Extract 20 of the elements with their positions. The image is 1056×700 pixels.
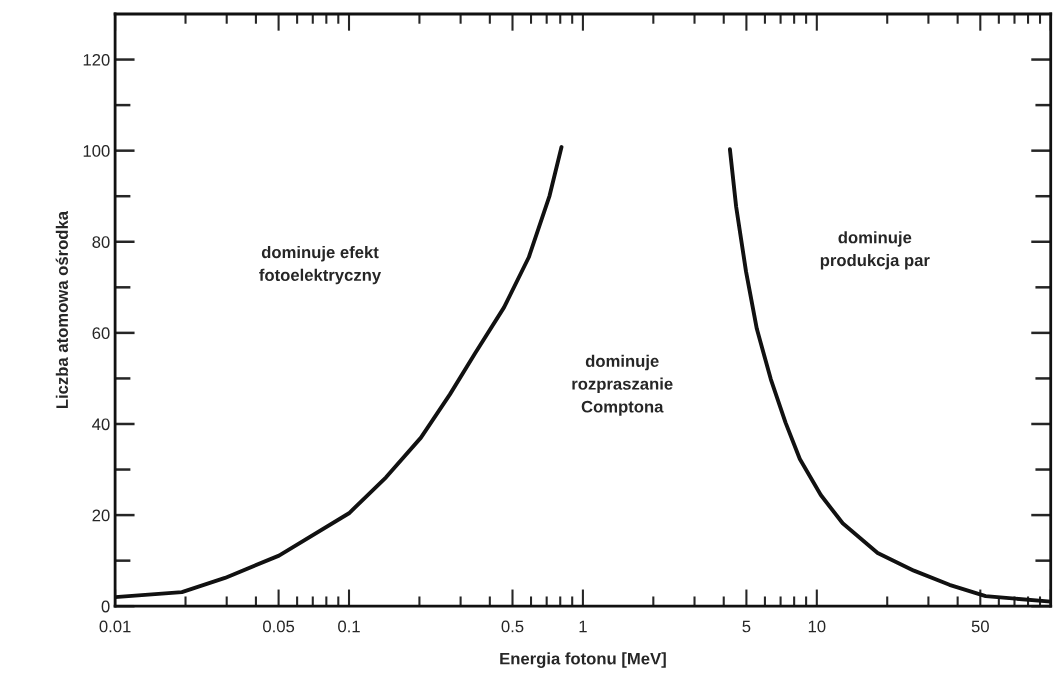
- x-tick-label: 0.05: [263, 620, 295, 633]
- x-tick-label: 5: [742, 620, 751, 633]
- x-tick-label: 1: [579, 620, 587, 633]
- y-tick-label: 60: [92, 327, 110, 340]
- x-tick-label: 10: [808, 620, 826, 633]
- x-axis-title: Energia fotonu [MeV]: [500, 652, 666, 668]
- x-tick-label: 50: [971, 620, 989, 633]
- y-tick-label: 20: [92, 509, 110, 522]
- x-tick-label: 0.1: [338, 620, 360, 633]
- y-tick-label: 80: [92, 236, 110, 248]
- y-axis-title: Liczba atomowa ośrodka: [55, 210, 69, 409]
- y-tick-label: 0: [101, 600, 110, 613]
- x-tick-label: 0.5: [501, 620, 524, 633]
- y-tick-label: 40: [92, 418, 110, 431]
- y-tick-label: 100: [83, 145, 110, 157]
- annotation: dominuje efekt fotoelektryczny: [259, 245, 382, 285]
- annotation: dominuje rozpraszanie Comptona: [572, 354, 673, 416]
- x-tick-label: 0.01: [99, 620, 131, 633]
- annotation: dominuje produkcja par: [820, 231, 930, 270]
- y-tick-label: 120: [83, 53, 110, 66]
